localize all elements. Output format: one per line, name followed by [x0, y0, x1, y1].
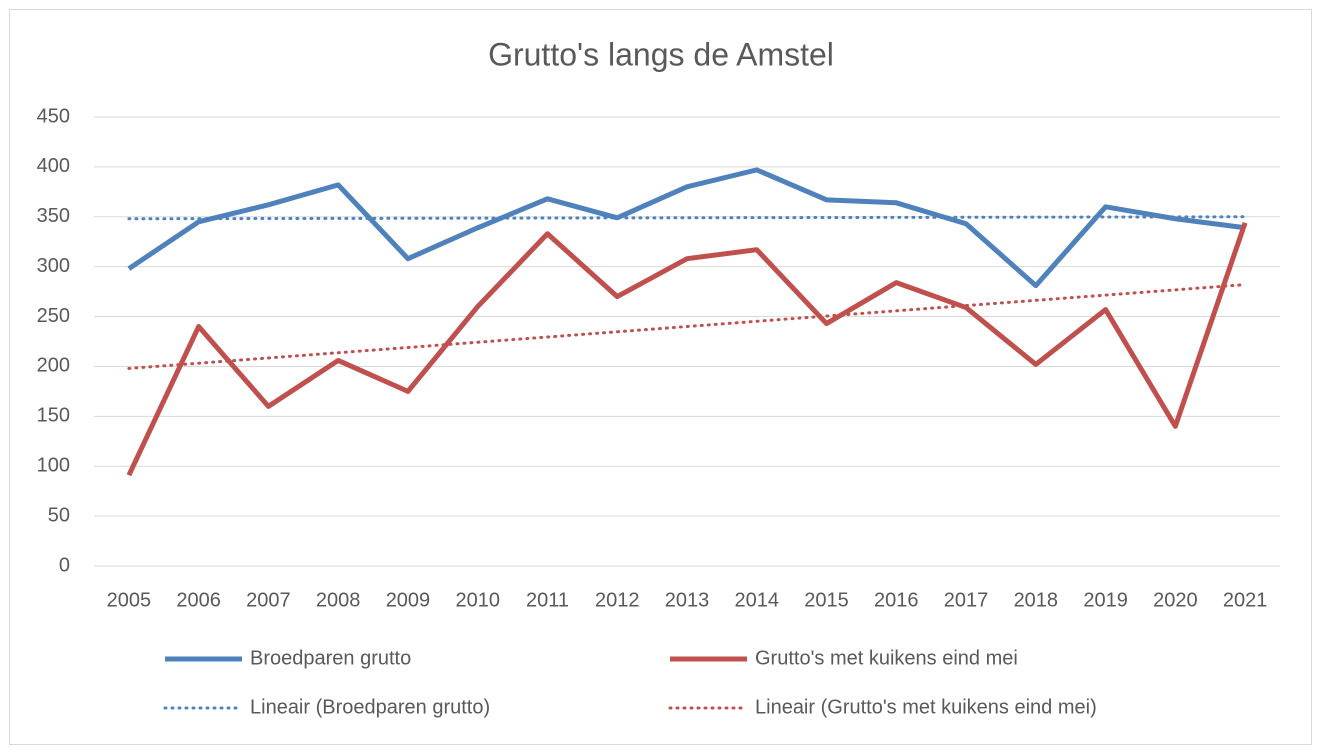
y-tick-label: 200	[37, 355, 70, 377]
chart-frame	[9, 9, 1312, 745]
legend-label: Broedparen grutto	[250, 647, 411, 669]
series-line	[126, 221, 1248, 477]
x-tick-label: 2016	[874, 589, 919, 611]
x-tick-label: 2013	[665, 589, 710, 611]
x-tick-label: 2005	[107, 589, 152, 611]
y-tick-label: 350	[37, 205, 70, 227]
series-line	[127, 167, 1246, 289]
trend-line	[127, 283, 1247, 370]
x-tick-label: 2009	[386, 589, 431, 611]
y-tick-label: 300	[37, 255, 70, 277]
y-tick-label: 100	[37, 455, 70, 477]
chart-title: Grutto's langs de Amstel	[488, 36, 834, 72]
trend-line	[127, 215, 1247, 221]
x-tick-label: 2017	[944, 589, 989, 611]
legend-label: Lineair (Broedparen grutto)	[250, 696, 490, 718]
y-tick-label: 0	[59, 554, 70, 576]
x-tick-label: 2020	[1153, 589, 1198, 611]
y-tick-label: 450	[37, 105, 70, 127]
y-tick-label: 400	[37, 155, 70, 177]
y-tick-label: 50	[48, 504, 70, 526]
y-tick-label: 250	[37, 305, 70, 327]
x-tick-label: 2011	[526, 589, 569, 611]
x-tick-label: 2006	[176, 589, 221, 611]
y-tick-label: 150	[37, 405, 70, 427]
legend-label: Lineair (Grutto's met kuikens eind mei)	[755, 696, 1097, 718]
legend-label: Grutto's met kuikens eind mei	[755, 647, 1018, 669]
x-tick-label: 2014	[735, 589, 780, 611]
x-tick-label: 2012	[595, 589, 640, 611]
x-tick-label: 2021	[1223, 589, 1268, 611]
x-tick-label: 2015	[804, 589, 849, 611]
x-tick-label: 2019	[1083, 589, 1128, 611]
x-tick-label: 2008	[316, 589, 361, 611]
x-tick-label: 2007	[246, 589, 291, 611]
x-tick-label: 2018	[1014, 589, 1059, 611]
x-tick-label: 2010	[455, 589, 500, 611]
